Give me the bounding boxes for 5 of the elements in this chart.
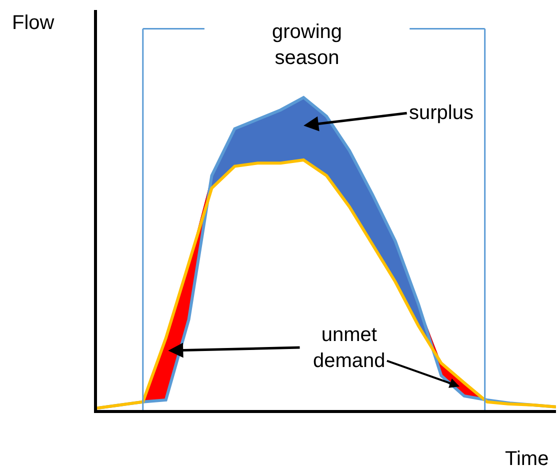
x-axis-title: Time xyxy=(505,448,549,470)
y-axis-title: Flow xyxy=(12,12,55,34)
annotation: surplus xyxy=(409,102,474,124)
annotation: unmet demand xyxy=(313,324,386,372)
text: growing season xyxy=(272,21,342,69)
